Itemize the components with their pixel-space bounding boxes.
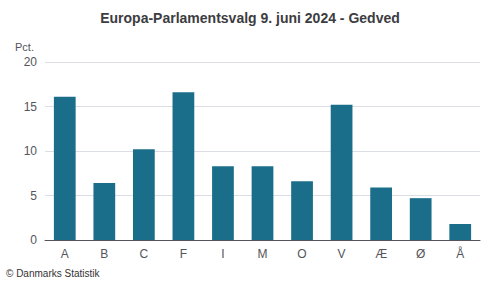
- svg-text:Å: Å: [456, 246, 464, 261]
- svg-text:V: V: [338, 247, 346, 261]
- svg-text:Ø: Ø: [416, 247, 425, 261]
- svg-text:F: F: [180, 247, 187, 261]
- svg-text:20: 20: [24, 55, 38, 69]
- svg-text:B: B: [100, 247, 108, 261]
- svg-text:A: A: [61, 247, 69, 261]
- svg-text:C: C: [140, 247, 149, 261]
- svg-text:© Danmarks Statistik: © Danmarks Statistik: [6, 268, 101, 279]
- svg-text:Æ: Æ: [375, 247, 387, 261]
- svg-text:5: 5: [30, 189, 37, 203]
- svg-text:I: I: [221, 247, 224, 261]
- svg-text:0: 0: [30, 233, 37, 247]
- svg-text:M: M: [258, 247, 268, 261]
- svg-text:15: 15: [24, 100, 38, 114]
- svg-text:O: O: [297, 247, 306, 261]
- svg-text:10: 10: [24, 144, 38, 158]
- svg-text:Pct.: Pct.: [15, 41, 34, 53]
- svg-text:Europa-Parlamentsvalg 9. juni: Europa-Parlamentsvalg 9. juni 2024 - Ged…: [100, 10, 400, 26]
